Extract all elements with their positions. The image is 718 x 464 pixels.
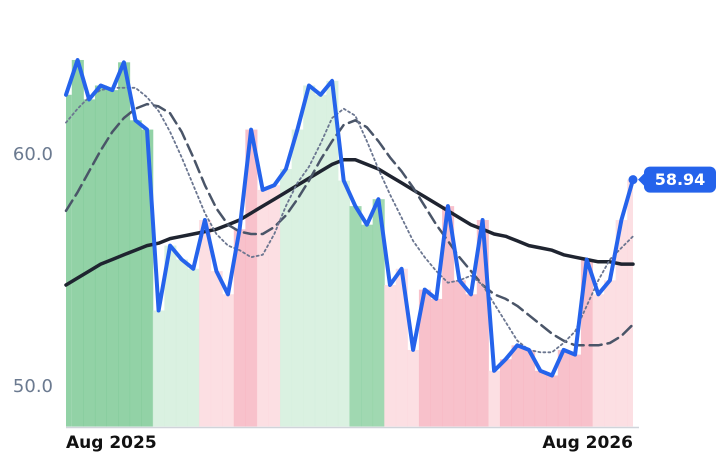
zone-bar	[592, 294, 605, 427]
zone-bar	[407, 349, 420, 427]
zone-bar	[442, 206, 455, 427]
zone-bar	[604, 280, 617, 427]
zone-bar	[303, 85, 316, 427]
zone-bar	[395, 268, 408, 427]
zone-bar	[511, 345, 524, 427]
zone-bar	[256, 189, 269, 427]
x-tick-label: Aug 2025	[66, 433, 157, 453]
zone-bar	[615, 220, 628, 427]
zone-bar	[164, 245, 177, 427]
zone-bar	[187, 268, 200, 427]
zone-bar	[534, 370, 547, 427]
zone-bar	[337, 180, 350, 427]
zone-bar	[546, 375, 559, 427]
zone-bar	[361, 224, 374, 427]
line	[65, 86, 634, 354]
zone-bar	[488, 370, 501, 427]
zone-bar	[418, 289, 431, 427]
zone-bar	[280, 169, 293, 427]
zone-bar	[118, 62, 131, 427]
x-tick-label: Aug 2026	[542, 433, 633, 453]
zone-bar	[627, 179, 633, 427]
zone-bar	[66, 94, 72, 427]
zone-bar	[175, 259, 188, 427]
zone-bar	[453, 280, 466, 427]
zone-bar	[83, 99, 96, 427]
line	[64, 157, 635, 287]
zone-bar	[291, 129, 304, 427]
zone-bar	[233, 229, 246, 427]
zone-bar	[465, 294, 478, 427]
zone-bar	[569, 354, 582, 427]
zone-bar	[129, 120, 142, 427]
zone-bar	[372, 199, 385, 427]
last-value-badge	[644, 166, 716, 193]
zone-bar	[557, 349, 570, 427]
badge-pointer	[638, 173, 644, 186]
y-tick-label: 60.0	[13, 144, 53, 165]
line	[64, 102, 635, 347]
zone-bar	[314, 94, 327, 427]
zone-bar	[580, 259, 593, 427]
zone-bar	[152, 310, 165, 427]
zone-bar	[499, 359, 512, 427]
last-point	[628, 175, 638, 185]
zone-bar	[268, 185, 281, 427]
zone-bar	[430, 298, 443, 427]
zone-bar	[71, 59, 84, 427]
zone-bar	[199, 220, 212, 427]
zone-bar	[523, 349, 536, 427]
line	[64, 58, 635, 378]
zone-bar	[222, 294, 235, 427]
zone-bar	[349, 206, 362, 427]
zone-bar	[210, 271, 223, 427]
y-tick-label: 50.0	[13, 376, 53, 397]
zone-bar	[245, 129, 258, 427]
zone-bar	[94, 85, 107, 427]
last-value-label: 58.94	[655, 170, 706, 189]
zone-bar	[384, 284, 397, 427]
